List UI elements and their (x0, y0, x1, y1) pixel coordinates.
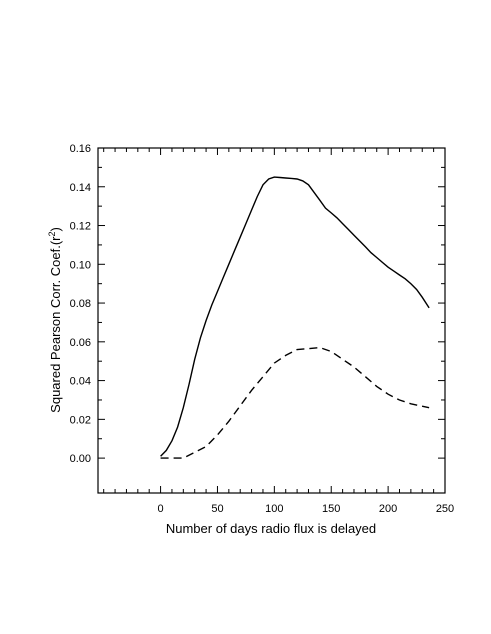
series-layer (160, 176, 430, 459)
x-tick-label: 250 (436, 503, 454, 515)
x-tick-label: 200 (379, 503, 397, 515)
ticks-layer: 0 50 100 150 200 250 0.00 0.02 0.04 0.06 0.08 0.10 0… (70, 143, 455, 515)
series-line-dashed (160, 346, 430, 459)
y-tick-label: 0.08 (70, 298, 91, 310)
y-axis-title-main: Squared Pearson Corr. Coef.(r (48, 236, 63, 413)
y-axis-title-close: ) (48, 227, 63, 231)
y-tick-label: 0.16 (70, 143, 91, 155)
y-tick-label: 0.12 (70, 221, 91, 233)
y-tick-label: 0.04 (70, 376, 91, 388)
y-axis-title-superscript: 2 (47, 232, 57, 237)
y-axis-title: Squared Pearson Corr. Coef.(r2) (47, 227, 63, 413)
x-axis-title: Number of days radio flux is delayed (166, 521, 376, 536)
x-tick-label: 100 (265, 503, 283, 515)
plot-frame (97, 147, 446, 494)
y-tick-label: 0.02 (70, 414, 91, 426)
series-line-solid (160, 176, 430, 457)
y-tick-label: 0.00 (70, 453, 91, 465)
y-tick-label: 0.14 (70, 182, 91, 194)
x-tick-label: 150 (322, 503, 340, 515)
x-tick-label: 0 (158, 503, 164, 515)
y-tick-label: 0.06 (70, 337, 91, 349)
x-tick-label: 50 (211, 503, 223, 515)
y-tick-label: 0.10 (70, 259, 91, 271)
